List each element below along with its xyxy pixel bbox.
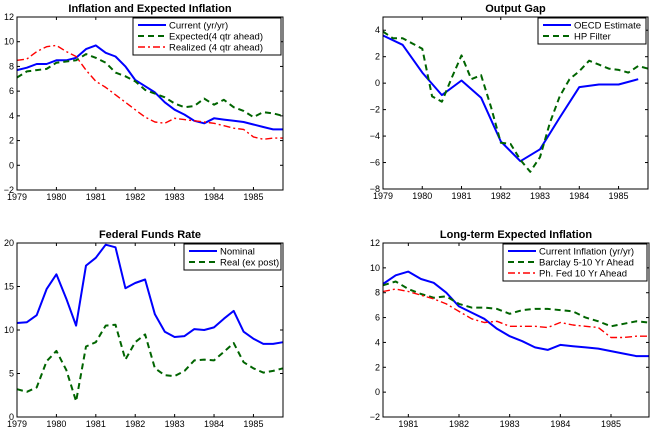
x-tick-label: 1983	[165, 419, 185, 429]
x-tick-label: 1984	[204, 192, 224, 202]
x-tick-label: 1981	[398, 419, 418, 429]
legend-label: Ph. Fed 10 Yr Ahead	[539, 269, 627, 280]
y-tick-label: 8	[375, 288, 380, 298]
x-tick-label: 1980	[46, 419, 66, 429]
legend-label: Nominal	[220, 247, 255, 258]
panel-inflation: Inflation and Expected Inflation −2 0 2 4 6 8 1…	[4, 3, 284, 202]
panel-long-term-expected-inflation: Long-term Expected Inflation −2 0 2 4 6 8 10 12 1…	[370, 229, 650, 429]
chart-title: Inflation and Expected Inflation	[68, 3, 231, 15]
y-tick-label: 0	[375, 387, 380, 397]
y-tick-label: 0	[9, 412, 14, 422]
y-tick-label: 20	[4, 238, 14, 248]
panel-output-gap: Output Gap −8 −6 −4 −2 0 2 4 1979 1980 1981 1982 198…	[370, 3, 649, 201]
y-tick-label: 6	[9, 86, 14, 96]
series-line-expected-4-qtr-ahead	[16, 53, 284, 119]
x-tick-label: 1983	[500, 419, 520, 429]
legend-box	[537, 17, 647, 45]
y-tick-label: −8	[370, 184, 380, 194]
x-tick-label: 1984	[569, 191, 589, 201]
y-tick-label: 4	[375, 25, 380, 35]
x-tick-label: 1985	[243, 192, 263, 202]
y-tick-label: 10	[4, 325, 14, 335]
y-tick-label: 15	[4, 282, 14, 292]
y-tick-label: 6	[375, 313, 380, 323]
x-tick-label: 1982	[449, 419, 469, 429]
series-line-ph-fed-10-yr-ahead	[382, 288, 649, 339]
y-tick-label: 2	[375, 362, 380, 372]
series-line-current-yr-yr	[16, 44, 283, 131]
legend-label: Realized (4 qtr ahead)	[169, 43, 263, 54]
legend-label: Expected(4 qtr ahead)	[169, 32, 263, 43]
x-tick-label: 1983	[530, 191, 550, 201]
series-line-hp-filter	[382, 30, 649, 173]
x-tick-label: 1984	[204, 419, 224, 429]
legend-label: Current Inflation (yr/yr)	[539, 247, 634, 258]
x-tick-label: 1982	[125, 419, 145, 429]
x-tick-label: 1979	[373, 191, 393, 201]
x-tick-label: 1980	[46, 192, 66, 202]
y-tick-label: 10	[4, 37, 14, 47]
y-tick-label: 0	[375, 78, 380, 88]
chart-title: Federal Funds Rate	[99, 229, 201, 241]
plot-frame	[16, 16, 284, 191]
series-line-realized-4-qtr-ahead	[16, 44, 283, 141]
x-tick-label: 1984	[550, 419, 570, 429]
plot-frame	[382, 242, 650, 418]
y-tick-label: −6	[370, 158, 380, 168]
chart-title: Output Gap	[485, 3, 546, 15]
y-tick-label: 4	[9, 111, 14, 121]
x-tick-label: 1985	[601, 419, 621, 429]
series-line-oecd-estimate	[382, 34, 639, 163]
y-tick-label: 4	[375, 337, 380, 347]
series-line-real-ex-post	[16, 323, 284, 403]
y-tick-label: −4	[370, 131, 380, 141]
legend: Current (yr/yr)Expected(4 qtr ahead)Real…	[132, 17, 282, 56]
plot-frame	[382, 16, 649, 190]
x-tick-label: 1979	[7, 192, 27, 202]
legend: Current Inflation (yr/yr)Barclay 5-10 Yr…	[502, 243, 648, 282]
x-tick-label: 1979	[7, 419, 27, 429]
legend-label: Current (yr/yr)	[169, 21, 228, 32]
series-line-barclay-5-10-yr-ahead	[382, 280, 650, 328]
x-tick-label: 1981	[86, 192, 106, 202]
x-tick-label: 1981	[452, 191, 472, 201]
y-tick-label: 10	[370, 263, 380, 273]
legend-label: Barclay 5-10 Yr Ahead	[539, 258, 634, 269]
series-line-nominal	[16, 243, 284, 345]
legend-label: HP Filter	[574, 32, 611, 43]
legend-label: OECD Estimate	[574, 21, 641, 32]
y-tick-label: −2	[370, 412, 380, 422]
y-tick-label: −2	[4, 185, 14, 195]
chart-title: Long-term Expected Inflation	[440, 229, 592, 241]
y-tick-label: 2	[375, 52, 380, 62]
y-tick-label: 8	[9, 61, 14, 71]
y-tick-label: 12	[370, 238, 380, 248]
y-tick-label: 0	[9, 160, 14, 170]
y-tick-label: 12	[4, 12, 14, 22]
x-tick-label: 1985	[609, 191, 629, 201]
x-tick-label: 1981	[86, 419, 106, 429]
panel-federal-funds-rate: Federal Funds Rate 0 5 10 15 20 1979 1980 1981 19…	[4, 229, 284, 429]
y-tick-label: 2	[9, 136, 14, 146]
y-tick-label: 5	[9, 369, 14, 379]
y-tick-label: −2	[370, 105, 380, 115]
legend-box	[183, 243, 282, 271]
x-tick-label: 1980	[412, 191, 432, 201]
x-tick-label: 1983	[165, 192, 185, 202]
legend-label: Real (ex post)	[220, 258, 279, 269]
x-tick-label: 1982	[491, 191, 511, 201]
series-line-current-inflation-yr-yr	[382, 270, 649, 358]
x-tick-label: 1985	[243, 419, 263, 429]
x-tick-label: 1982	[125, 192, 145, 202]
